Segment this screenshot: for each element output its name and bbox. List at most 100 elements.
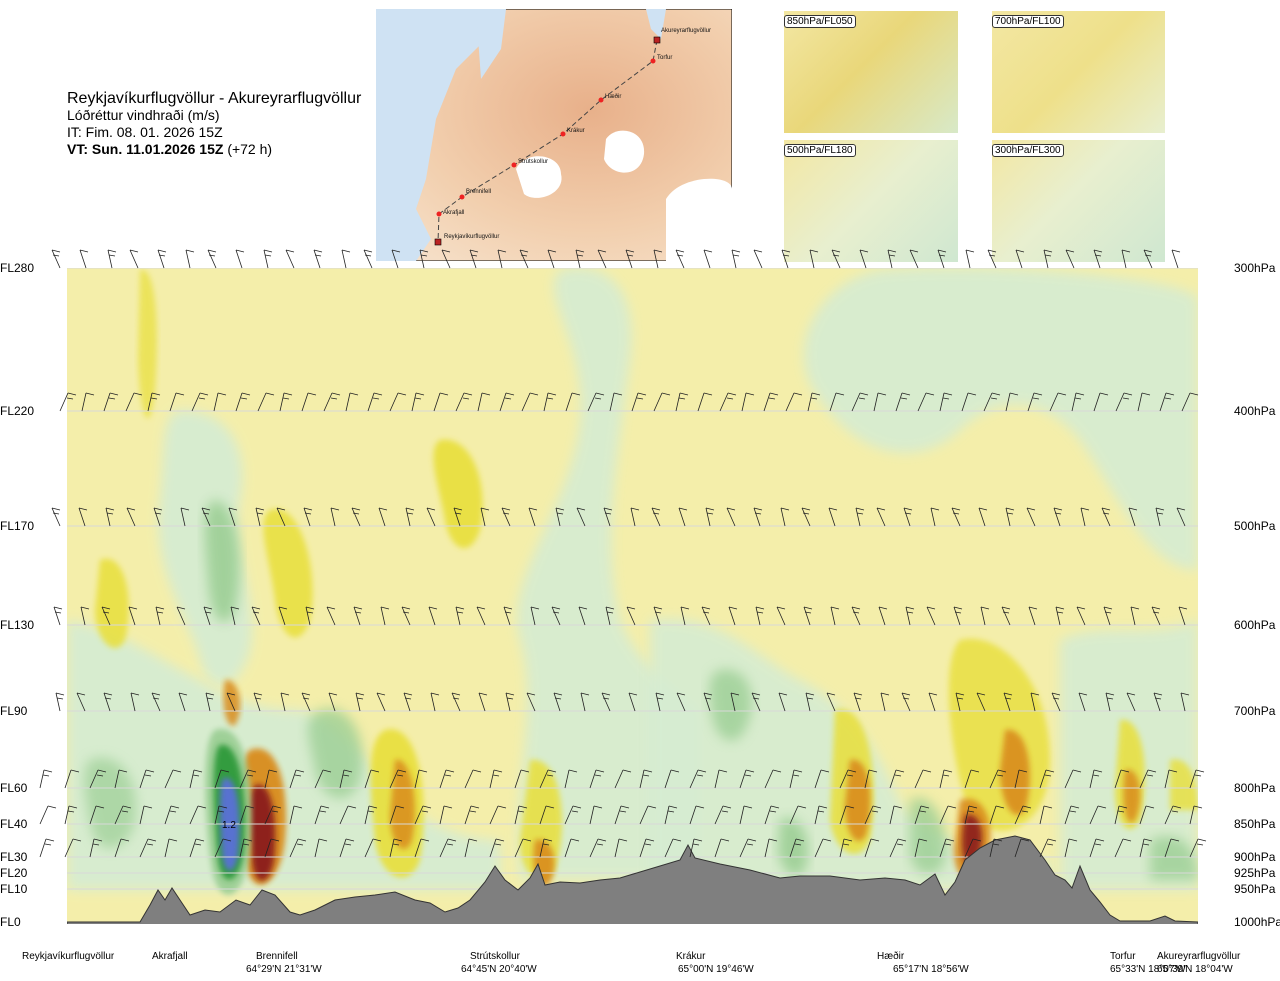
wind-barb — [389, 392, 407, 412]
wind-barb — [1153, 692, 1163, 712]
wind-barb — [589, 805, 603, 825]
wind-barb — [639, 838, 655, 858]
wind-barb — [1155, 507, 1165, 527]
wind-barb — [1051, 692, 1061, 712]
wind-barb — [901, 692, 911, 712]
wind-barb — [1028, 606, 1038, 626]
wind-barb — [826, 692, 836, 712]
wind-barb — [1139, 838, 1153, 858]
wind-barb — [51, 249, 61, 269]
level-label-fl170: FL170 — [0, 519, 35, 533]
wind-barb — [1164, 769, 1178, 789]
wind-barb — [1114, 805, 1128, 825]
wind-barb — [1121, 249, 1131, 269]
wind-barb — [433, 392, 449, 412]
wind-barb — [480, 507, 490, 527]
wind-barb — [419, 249, 429, 269]
wind-barb — [689, 838, 703, 858]
wind-barb — [439, 838, 457, 858]
wind-barb — [164, 805, 180, 825]
wind-barb — [876, 507, 886, 527]
field-down-9 — [709, 669, 752, 741]
wind-barb — [1089, 838, 1105, 858]
max-annotation: 1.2 — [222, 820, 236, 831]
wind-barb — [964, 838, 982, 858]
wind-barb — [178, 692, 188, 712]
wind-barb — [553, 692, 563, 712]
wind-barb — [1039, 838, 1057, 858]
map-fjord — [476, 9, 506, 79]
wind-barb — [653, 249, 663, 269]
wind-barb — [839, 838, 853, 858]
wind-barb — [89, 769, 107, 789]
map-point-label: Brennifell — [466, 189, 491, 195]
wind-barb — [39, 769, 53, 789]
valid-time: VT: Sun. 11.01.2026 15Z — [67, 141, 224, 157]
wind-barb — [909, 249, 919, 269]
wind-barb — [889, 838, 907, 858]
wind-barb — [105, 507, 115, 527]
level-label-fl280: FL280 — [0, 261, 35, 275]
wind-barb — [714, 805, 732, 825]
wind-barb — [497, 249, 507, 269]
wind-barb — [961, 392, 977, 412]
wind-barb — [364, 769, 380, 789]
wind-barb — [251, 606, 261, 626]
wind-barb — [664, 769, 680, 789]
wind-barb — [314, 805, 330, 825]
wind-barb — [964, 805, 978, 825]
wind-barb — [1189, 838, 1207, 858]
wind-barb — [214, 769, 230, 789]
wind-barb — [101, 606, 111, 626]
point-coordinate: 65°17'N 18°56'W — [893, 964, 969, 975]
wind-barb — [576, 507, 586, 527]
wind-barb — [887, 249, 897, 269]
wind-barb — [675, 249, 685, 269]
wind-barb — [1115, 392, 1133, 412]
wind-barb — [151, 692, 161, 712]
wind-barb — [301, 692, 311, 712]
wind-barb — [639, 805, 657, 825]
wind-barb — [453, 507, 463, 527]
wind-barb — [1065, 249, 1075, 269]
level-label-fl40: FL40 — [0, 817, 28, 831]
wind-barb — [714, 769, 728, 789]
glacier-1 — [516, 156, 562, 198]
wind-barb — [939, 769, 953, 789]
wind-barb — [126, 507, 136, 527]
wind-barb — [128, 606, 138, 626]
inset-700: 700hPa/FL100 — [992, 11, 1165, 133]
pressure-label-850hpa: 850hPa — [1234, 817, 1276, 831]
wind-barb — [1064, 805, 1080, 825]
wind-barb — [764, 769, 782, 789]
wind-barb — [176, 606, 186, 626]
wind-barb — [1171, 249, 1181, 269]
field-down-11 — [1150, 836, 1198, 880]
wind-barb — [714, 838, 730, 858]
wind-barb — [521, 392, 539, 412]
wind-barb — [539, 838, 553, 858]
wind-barb — [414, 838, 430, 858]
wind-barb — [1005, 392, 1019, 412]
lead-time: (+72 h) — [227, 141, 273, 157]
field-weak-up-13 — [433, 439, 483, 549]
wind-barb — [597, 249, 607, 269]
wind-barb — [464, 838, 478, 858]
wind-barb — [939, 838, 955, 858]
wind-barb — [664, 838, 682, 858]
wind-barb — [455, 606, 465, 626]
wind-barb — [264, 838, 280, 858]
wind-barbs — [39, 249, 1207, 858]
field-weak-up-15 — [263, 509, 313, 638]
wind-barb — [930, 507, 940, 527]
wind-barb — [543, 392, 557, 412]
wind-barb — [263, 249, 273, 269]
wind-barb — [191, 392, 209, 412]
wind-barb — [1114, 769, 1130, 789]
wind-barb — [551, 606, 561, 626]
wind-barb — [719, 392, 737, 412]
wind-barb — [1114, 838, 1132, 858]
wind-barb — [477, 392, 491, 412]
inset-label-850: 850hPa/FL050 — [784, 15, 856, 28]
wind-barb — [76, 692, 86, 712]
